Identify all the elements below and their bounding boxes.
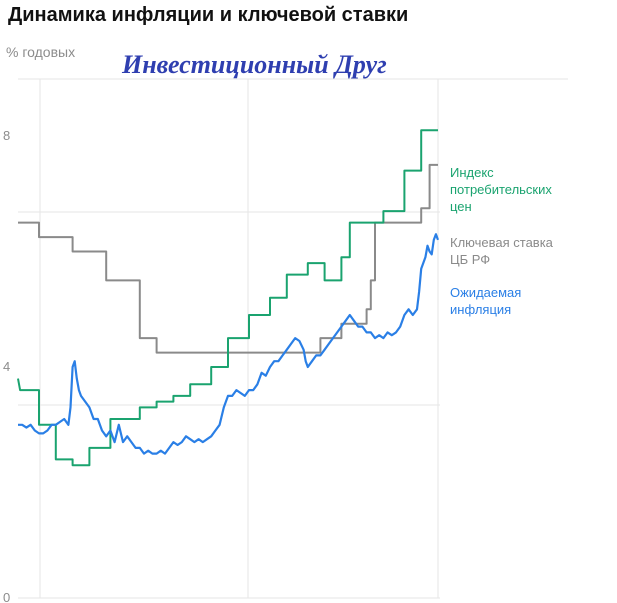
legend-key-rate: Ключевая ставка ЦБ РФ (450, 234, 610, 268)
legend-line: цен (450, 199, 472, 214)
legend-line: инфляция (450, 302, 512, 317)
gridlines (18, 78, 568, 599)
y-tick-label-8: 8 (3, 128, 10, 143)
series-line-cpi (17, 129, 438, 467)
series-line-key-rate (18, 163, 438, 354)
chart-title: Динамика инфляции и ключевой ставки (8, 4, 409, 26)
y-tick-label-4: 4 (3, 359, 10, 374)
legend-line: Ключевая ставка (450, 235, 553, 250)
legend-expected-inflation: Ожидаемая инфляция (450, 284, 610, 318)
y-axis-units-label: % годовых (6, 44, 76, 60)
legend-line: Ожидаемая (450, 285, 522, 300)
series-lines (17, 129, 440, 467)
legend-line: ЦБ РФ (450, 252, 491, 267)
series-line-expected (18, 233, 440, 455)
watermark-text: Инвестиционный Друг (122, 50, 387, 79)
legend-line: Индекс (450, 165, 494, 180)
legend-line: потребительских (450, 182, 552, 197)
legend-cpi: Индекс потребительских цен (450, 164, 610, 215)
y-tick-label-0: 0 (3, 590, 10, 603)
y-tick-labels: 0 4 8 (3, 128, 10, 603)
